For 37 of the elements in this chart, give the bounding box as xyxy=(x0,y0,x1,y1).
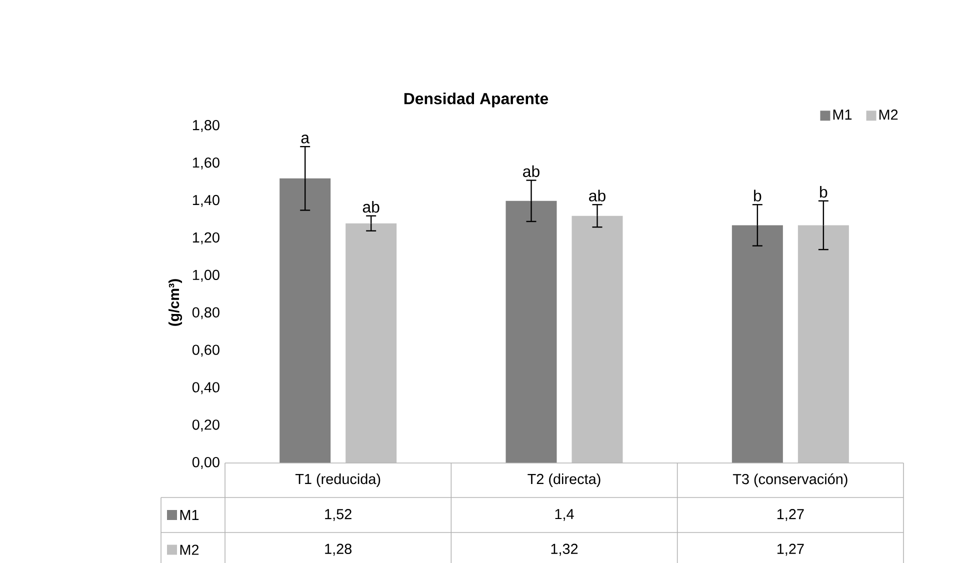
x-tick-label: T3 (conservación) xyxy=(732,473,848,488)
y-tick-label: 1,20 xyxy=(192,232,220,244)
y-tick-label: 0,20 xyxy=(192,420,220,432)
bar xyxy=(506,200,557,463)
data-label: 1,4 xyxy=(555,509,574,521)
bar xyxy=(732,225,783,463)
y-tick-label: 0,00 xyxy=(192,457,220,469)
text: M1 xyxy=(180,510,199,520)
y-tick-label: 0,60 xyxy=(192,344,220,357)
data-label: 1,27 xyxy=(777,544,804,556)
y-tick-label: 0,40 xyxy=(192,382,220,394)
y-tick-label: 0,80 xyxy=(192,307,220,320)
legend-label: M1 xyxy=(833,110,852,120)
bar xyxy=(346,223,397,463)
annotation: ab xyxy=(362,200,380,213)
y-tick-label: 1,40 xyxy=(192,194,220,207)
chart-title: Densidad Aparente xyxy=(404,92,548,108)
x-tick-label: T2 (directa) xyxy=(528,474,600,487)
data-label: 1,28 xyxy=(325,544,352,556)
legend-label: M2 xyxy=(879,110,898,120)
data-label: 1,27 xyxy=(777,509,804,521)
text: M2 xyxy=(180,544,199,555)
bar xyxy=(280,178,331,463)
y-tick-label: 1,80 xyxy=(192,120,220,132)
data-label: 1,52 xyxy=(325,509,352,521)
x-tick-label: T1 (reducida) xyxy=(295,474,380,487)
annotation: a xyxy=(301,134,310,144)
bar xyxy=(798,225,849,463)
y-tick-label: 1,60 xyxy=(192,157,220,170)
annotation: ab xyxy=(589,190,606,202)
annotation: ab xyxy=(523,165,540,178)
annotation: b xyxy=(754,190,762,202)
bar xyxy=(572,216,623,463)
data-label: 1,32 xyxy=(551,544,578,556)
y-tick-label: 1,00 xyxy=(192,270,220,282)
annotation: b xyxy=(820,186,828,198)
y-axis-title: (g/cm³) xyxy=(168,279,182,326)
